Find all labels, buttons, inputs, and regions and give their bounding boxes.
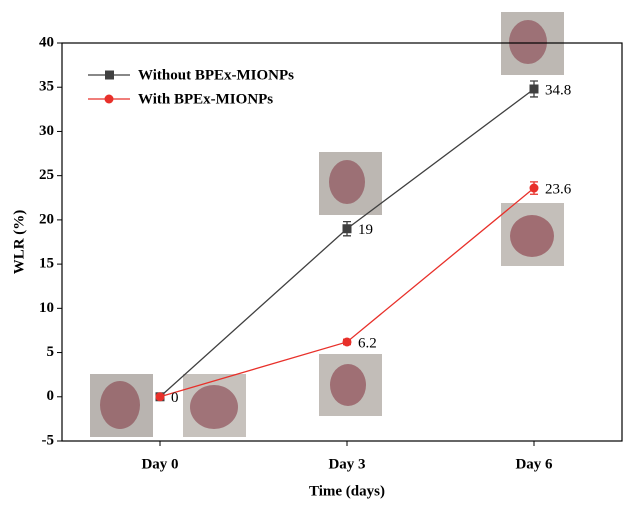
data-label: 6.2 <box>358 335 377 351</box>
marker <box>529 183 539 193</box>
y-tick-label: 5 <box>47 344 55 360</box>
y-axis-title: WLR (%) <box>11 210 27 275</box>
photos <box>90 12 564 437</box>
plot-frame <box>61 42 623 442</box>
y-tick-label: -5 <box>42 432 55 448</box>
photo-grape <box>510 215 554 257</box>
legend-marker <box>105 70 114 80</box>
photo-grape <box>100 381 140 429</box>
y-tick-label: 35 <box>39 79 54 95</box>
series-line <box>159 88 535 398</box>
marker <box>342 224 352 234</box>
data-label: 0 <box>171 390 179 406</box>
legend-label: Without BPEx-MIONPs <box>138 67 294 83</box>
data-label: 34.8 <box>545 82 571 98</box>
x-tick-label: Day 3 <box>328 456 365 472</box>
photo-grape <box>329 160 365 204</box>
legend-label: With BPEx-MIONPs <box>138 91 273 107</box>
y-tick-label: 40 <box>39 34 54 50</box>
y-tick-label: 20 <box>39 211 54 227</box>
marker <box>155 392 165 402</box>
y-tick-label: 25 <box>39 167 54 183</box>
y-tick-label: 15 <box>39 256 54 272</box>
legend-marker <box>104 94 114 104</box>
y-tick-label: 30 <box>39 123 54 139</box>
data-label: 23.6 <box>545 181 572 197</box>
marker <box>342 337 352 347</box>
photo-grape <box>509 20 547 64</box>
y-tick-label: 0 <box>47 388 55 404</box>
x-axis-title: Time (days) <box>309 483 385 499</box>
x-tick-label: Day 6 <box>515 456 553 472</box>
x-tick-label: Day 0 <box>141 456 178 472</box>
marker <box>529 84 539 94</box>
photo-grape <box>190 385 238 429</box>
photo-grape <box>330 364 366 406</box>
data-label: 19 <box>358 222 373 238</box>
y-tick-label: 10 <box>39 300 54 316</box>
